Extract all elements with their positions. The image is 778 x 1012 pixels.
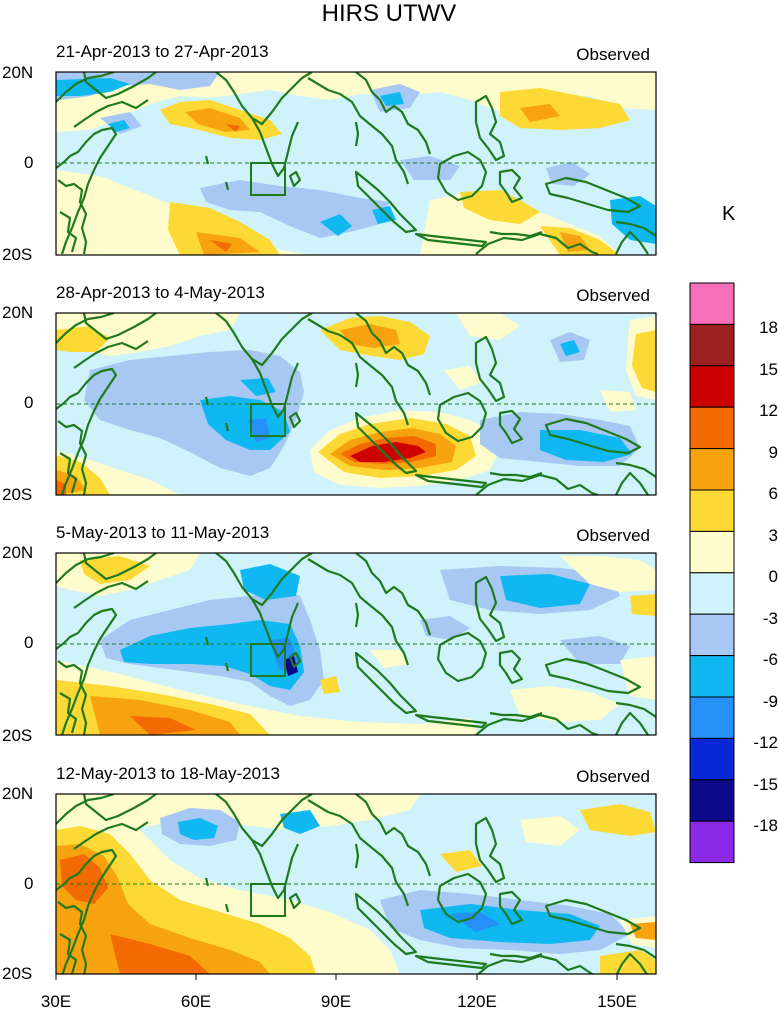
colorbar-swatch: [689, 572, 735, 615]
lat-label-20n: 20N: [2, 303, 34, 322]
colorbar-label: -3: [762, 609, 778, 628]
panel-1-map: [55, 71, 657, 256]
colorbar-swatch: [689, 530, 735, 574]
panel-1-frame: [55, 71, 657, 256]
colorbar: [689, 282, 735, 864]
colorbar-swatch: [689, 655, 735, 698]
study-region-box: [250, 403, 286, 437]
colorbar-label: 9: [768, 443, 778, 462]
lat-label-20n: 20N: [2, 63, 34, 82]
colorbar-swatch: [689, 448, 735, 491]
panel-3-frame: [55, 552, 657, 736]
panel-2-map: [55, 312, 657, 496]
study-region-box: [250, 162, 286, 196]
lat-label-20s: 20S: [2, 245, 33, 264]
lat-label-20s: 20S: [2, 964, 33, 983]
panel-1-tag: Observed: [576, 45, 650, 64]
lat-label-20n: 20N: [2, 543, 34, 562]
lat-label-20s: 20S: [2, 485, 33, 504]
colorbar-swatch: [689, 282, 735, 325]
lon-label-90e: 90E: [320, 992, 352, 1011]
panel-1-date-range: 21-Apr-2013 to 27-Apr-2013: [56, 42, 269, 61]
panel-2-frame: [55, 312, 657, 496]
lat-label-0: 0: [24, 153, 34, 172]
lon-label-60e: 60E: [180, 992, 212, 1011]
lon-label-150e: 150E: [597, 992, 637, 1011]
colorbar-label: 15: [759, 360, 778, 379]
colorbar-swatch: [689, 489, 735, 532]
colorbar-label: 0: [768, 567, 778, 586]
colorbar-label: -9: [762, 692, 778, 711]
colorbar-label: -18: [753, 816, 778, 835]
panel-3-tag: Observed: [576, 526, 650, 545]
lat-label-0: 0: [24, 633, 34, 652]
colorbar-swatch: [689, 737, 735, 781]
colorbar-swatch: [689, 779, 735, 822]
colorbar-swatch: [689, 696, 735, 739]
lat-label-20n: 20N: [2, 784, 34, 803]
axis-ticks: [55, 974, 618, 980]
study-region-box: [250, 643, 286, 677]
panel-3-map: [55, 552, 657, 736]
colorbar-label: -12: [753, 733, 778, 752]
panel-2-tag: Observed: [576, 286, 650, 305]
figure-title: HIRS UTWV: [321, 0, 457, 27]
panel-4-map: [55, 793, 657, 975]
panel-4-tag: Observed: [576, 767, 650, 786]
lat-label-20s: 20S: [2, 726, 33, 745]
colorbar-label: 12: [759, 401, 778, 420]
colorbar-swatch: [689, 820, 735, 864]
colorbar-label: 3: [768, 526, 778, 545]
lat-label-0: 0: [24, 874, 34, 893]
colorbar-swatch: [689, 365, 735, 408]
colorbar-label: -15: [753, 775, 778, 794]
lon-label-30e: 30E: [40, 992, 72, 1011]
lon-label-120e: 120E: [457, 992, 497, 1011]
colorbar-label: -6: [762, 650, 778, 669]
panel-4-frame: [55, 793, 657, 975]
colorbar-label: 6: [768, 484, 778, 503]
colorbar-swatch: [689, 613, 735, 657]
panel-3-date-range: 5-May-2013 to 11-May-2013: [56, 523, 270, 542]
panel-2-date-range: 28-Apr-2013 to 4-May-2013: [56, 283, 265, 302]
panel-4-date-range: 12-May-2013 to 18-May-2013: [56, 764, 280, 783]
colorbar-swatch: [689, 406, 735, 450]
lat-label-0: 0: [24, 393, 34, 412]
study-region-box: [250, 883, 286, 917]
colorbar-label: 18: [759, 318, 778, 337]
colorbar-unit: K: [722, 203, 736, 225]
colorbar-swatch: [689, 323, 735, 367]
